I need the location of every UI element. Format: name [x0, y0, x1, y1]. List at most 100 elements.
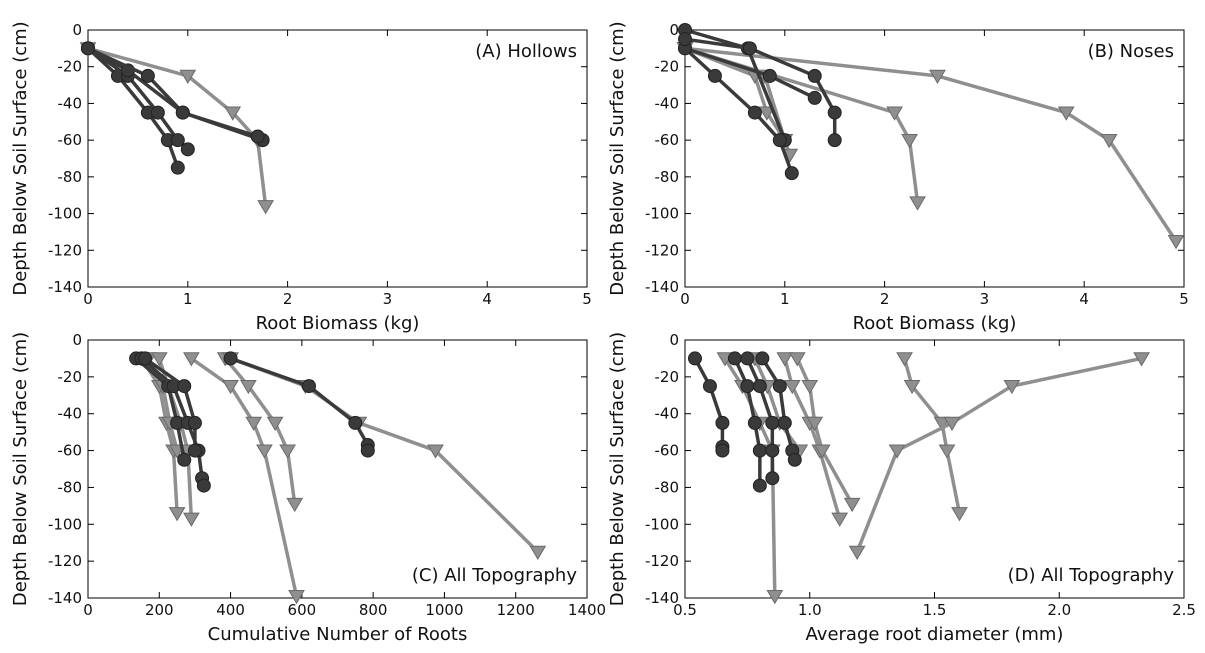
x-tick-label: 600	[288, 601, 317, 619]
data-point-circle	[687, 351, 702, 366]
data-point-circle	[772, 133, 787, 148]
data-point-triangle	[783, 379, 801, 395]
y-tick-label: 0	[669, 331, 679, 349]
data-point-circle	[250, 129, 265, 144]
data-point-circle	[177, 379, 192, 394]
data-point-triangle	[427, 444, 444, 459]
y-tick-label: -80	[58, 168, 83, 186]
y-tick-label: -140	[48, 589, 82, 607]
data-point-circle	[360, 443, 375, 458]
data-point-circle	[787, 452, 802, 467]
x-tick-label: 2.5	[1172, 601, 1196, 619]
data-point-circle	[772, 379, 787, 394]
y-tick-label: -140	[645, 278, 679, 296]
data-point-circle	[827, 105, 842, 120]
data-point-triangle	[1003, 379, 1021, 395]
data-point-circle	[348, 415, 363, 430]
data-point-triangle	[182, 352, 200, 367]
y-tick-label: -80	[655, 168, 680, 186]
data-point-triangle	[943, 416, 961, 432]
x-tick-label: 0.5	[673, 601, 697, 619]
data-point-circle	[742, 41, 757, 56]
y-tick-label: -120	[48, 552, 82, 570]
data-point-circle	[150, 105, 165, 120]
y-tick-label: -60	[655, 131, 680, 149]
y-tick-label: -120	[48, 241, 82, 259]
x-tick-label: 5	[1179, 290, 1189, 308]
data-point-circle	[301, 379, 316, 394]
y-tick-label: -100	[645, 515, 679, 533]
panel-title: (D) All Topography	[1008, 565, 1175, 586]
panel-b: 0 1 2 3 4 5 0 -20 -40 -60 -80 -100 -120 -140 Root Biom…	[607, 21, 1189, 334]
data-point-circle	[175, 105, 190, 120]
y-tick-label: -100	[48, 515, 82, 533]
data-point-circle	[807, 68, 822, 83]
y-tick-label: -80	[655, 478, 680, 496]
panel-title: (C) All Topography	[412, 565, 577, 586]
data-point-circle	[827, 133, 842, 148]
y-tick-label: -40	[58, 405, 83, 423]
panel-a: 0 1 2 3 4 5 0 -20 -40 -60 -80 -100 -120 -140 Root Biom…	[10, 21, 592, 334]
axes-frame	[87, 339, 588, 599]
y-axis-label: Depth Below Soil Surface (cm)	[607, 21, 628, 295]
data-point-circle	[747, 415, 762, 430]
data-point-triangle	[286, 497, 304, 513]
data-point-circle	[784, 166, 799, 181]
x-tick-label: 3	[383, 290, 393, 308]
data-point-circle	[715, 443, 730, 458]
data-point-circle	[170, 133, 185, 148]
panel-d: 0.5 1.0 1.5 2.0 2.5 0 -20 -40 -60 -80 -100 -120 -140…	[607, 331, 1196, 645]
x-tick-label: 4	[482, 290, 492, 308]
x-tick-label: 1	[780, 290, 790, 308]
y-tick-label: -60	[655, 442, 680, 460]
data-point-circle	[765, 415, 780, 430]
y-tick-label: -140	[645, 589, 679, 607]
data-point-circle	[223, 351, 238, 366]
data-point-triangle	[256, 444, 273, 459]
x-tick-label: 200	[145, 601, 174, 619]
data-point-circle	[180, 142, 195, 157]
x-tick-label: 1200	[497, 601, 535, 619]
x-tick-label: 3	[980, 290, 990, 308]
x-tick-label: 1.0	[798, 601, 822, 619]
data-point-triangle	[776, 352, 794, 367]
data-point-triangle	[896, 352, 913, 367]
data-point-circle	[177, 452, 192, 467]
x-axis-label: Root Biomass (kg)	[256, 313, 420, 334]
data-point-triangle	[929, 69, 946, 85]
x-tick-label: 4	[1079, 290, 1089, 308]
x-axis-label: Root Biomass (kg)	[853, 313, 1017, 334]
y-tick-label: -20	[58, 58, 83, 76]
series-line	[855, 356, 1142, 553]
data-point-triangle	[758, 106, 776, 121]
data-point-triangle	[813, 444, 831, 459]
x-tick-label: 2	[283, 290, 293, 308]
data-point-triangle	[245, 416, 263, 432]
y-axis-label: Depth Below Soil Surface (cm)	[10, 21, 31, 295]
data-point-triangle	[848, 545, 866, 561]
series-line	[87, 46, 259, 139]
x-tick-label: 1000	[425, 601, 463, 619]
data-point-circle	[747, 105, 762, 120]
data-point-circle	[740, 351, 755, 366]
y-tick-label: -120	[645, 241, 679, 259]
x-tick-label: 2.0	[1047, 601, 1071, 619]
x-tick-label: 0	[83, 290, 93, 308]
series-line	[693, 357, 725, 451]
x-tick-label: 0	[680, 290, 690, 308]
data-point-triangle	[766, 590, 784, 605]
panel-title: (B) Noses	[1088, 41, 1174, 62]
data-point-triangle	[279, 444, 296, 459]
x-tick-label: 400	[216, 601, 245, 619]
data-point-triangle	[831, 512, 849, 527]
data-point-triangle	[1100, 134, 1118, 149]
data-point-triangle	[168, 507, 186, 522]
y-tick-label: -40	[655, 405, 680, 423]
data-point-circle	[170, 160, 185, 175]
x-axis-label: Average root diameter (mm)	[806, 624, 1064, 645]
data-point-triangle	[266, 416, 284, 432]
axes-frame	[684, 29, 1185, 288]
x-tick-label: 5	[582, 290, 592, 308]
data-point-triangle	[951, 507, 968, 522]
